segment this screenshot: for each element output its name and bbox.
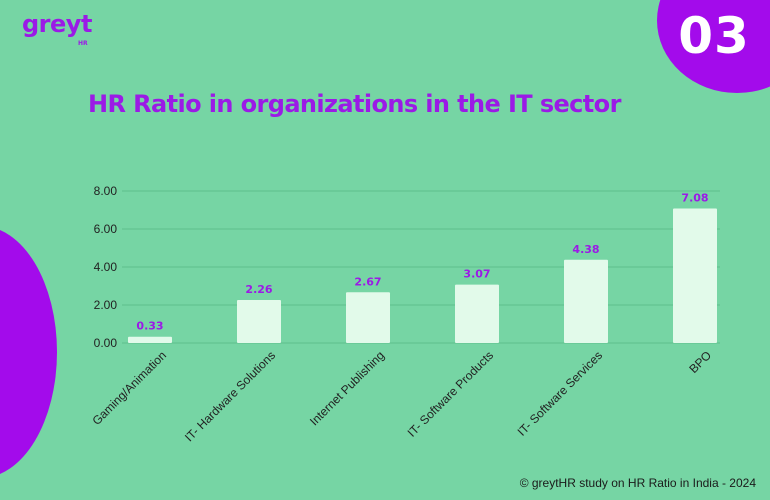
value-label: 2.67 [354,275,381,288]
value-label: 4.38 [572,243,599,256]
value-label: 7.08 [681,191,708,204]
x-category-label: BPO [686,348,714,376]
bar [455,284,499,343]
bar [564,259,608,343]
page-number: 03 [678,7,750,65]
y-tick-label: 4.00 [94,260,118,274]
x-category-label: IT- Hardware Solutions [182,348,278,444]
bar [673,208,717,343]
value-label: 0.33 [136,320,163,333]
value-label: 2.26 [245,283,272,296]
x-category-label: Internet Publishing [307,348,387,428]
y-tick-label: 6.00 [94,222,118,236]
bar [237,300,281,343]
chart-title: HR Ratio in organizations in the IT sect… [88,90,621,118]
y-tick-label: 2.00 [94,298,118,312]
y-tick-label: 8.00 [94,184,118,198]
bar [346,292,390,343]
x-category-label: IT- Software Services [515,348,606,439]
greythr-logo-sub: HR [78,40,88,47]
footer-credit: © greytHR study on HR Ratio in India - 2… [519,476,756,490]
greythr-logo: greyt [22,10,92,38]
value-label: 3.07 [463,268,490,281]
x-category-label: IT- Software Products [405,348,496,439]
bar [128,336,172,343]
y-tick-label: 0.00 [94,336,118,350]
x-category-label: Gaming/Animation [89,348,169,428]
